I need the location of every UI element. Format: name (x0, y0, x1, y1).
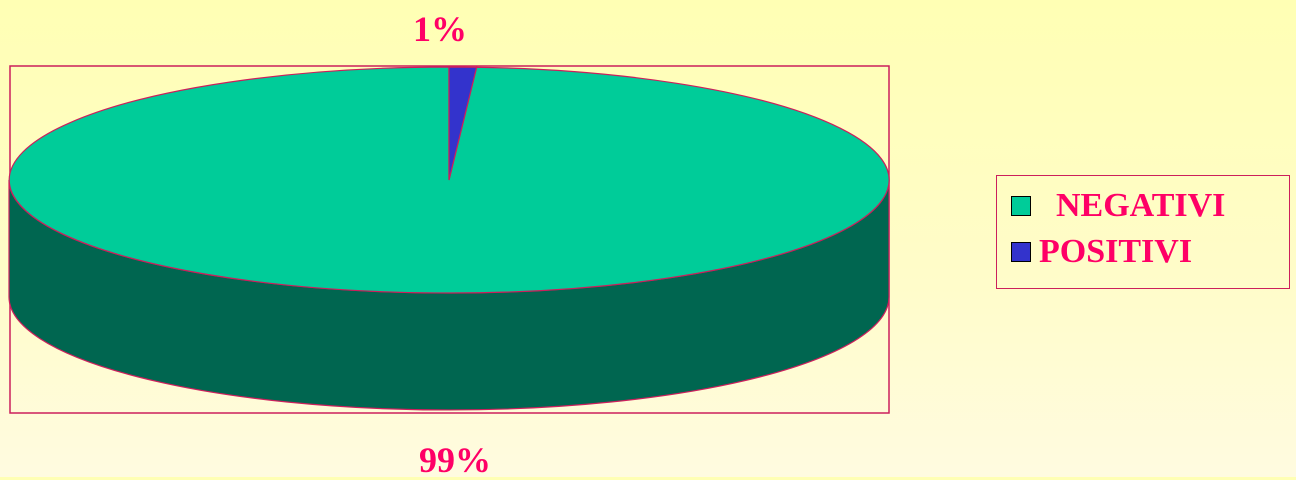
legend-item-negativi: NEGATIVI (1011, 186, 1225, 226)
legend-label-negativi: NEGATIVI (1039, 187, 1226, 224)
pie-slice-positivi (448, 66, 478, 181)
legend-swatch-negativi (1011, 196, 1031, 216)
data-label-negativi: 99% (419, 440, 491, 480)
legend-item-positivi: POSITIVI (1011, 232, 1192, 272)
data-label-positivi: 1% (413, 9, 467, 49)
chart-legend: NEGATIVI POSITIVI (996, 175, 1290, 289)
legend-swatch-positivi (1011, 242, 1031, 262)
legend-label-positivi: POSITIVI (1039, 233, 1193, 270)
